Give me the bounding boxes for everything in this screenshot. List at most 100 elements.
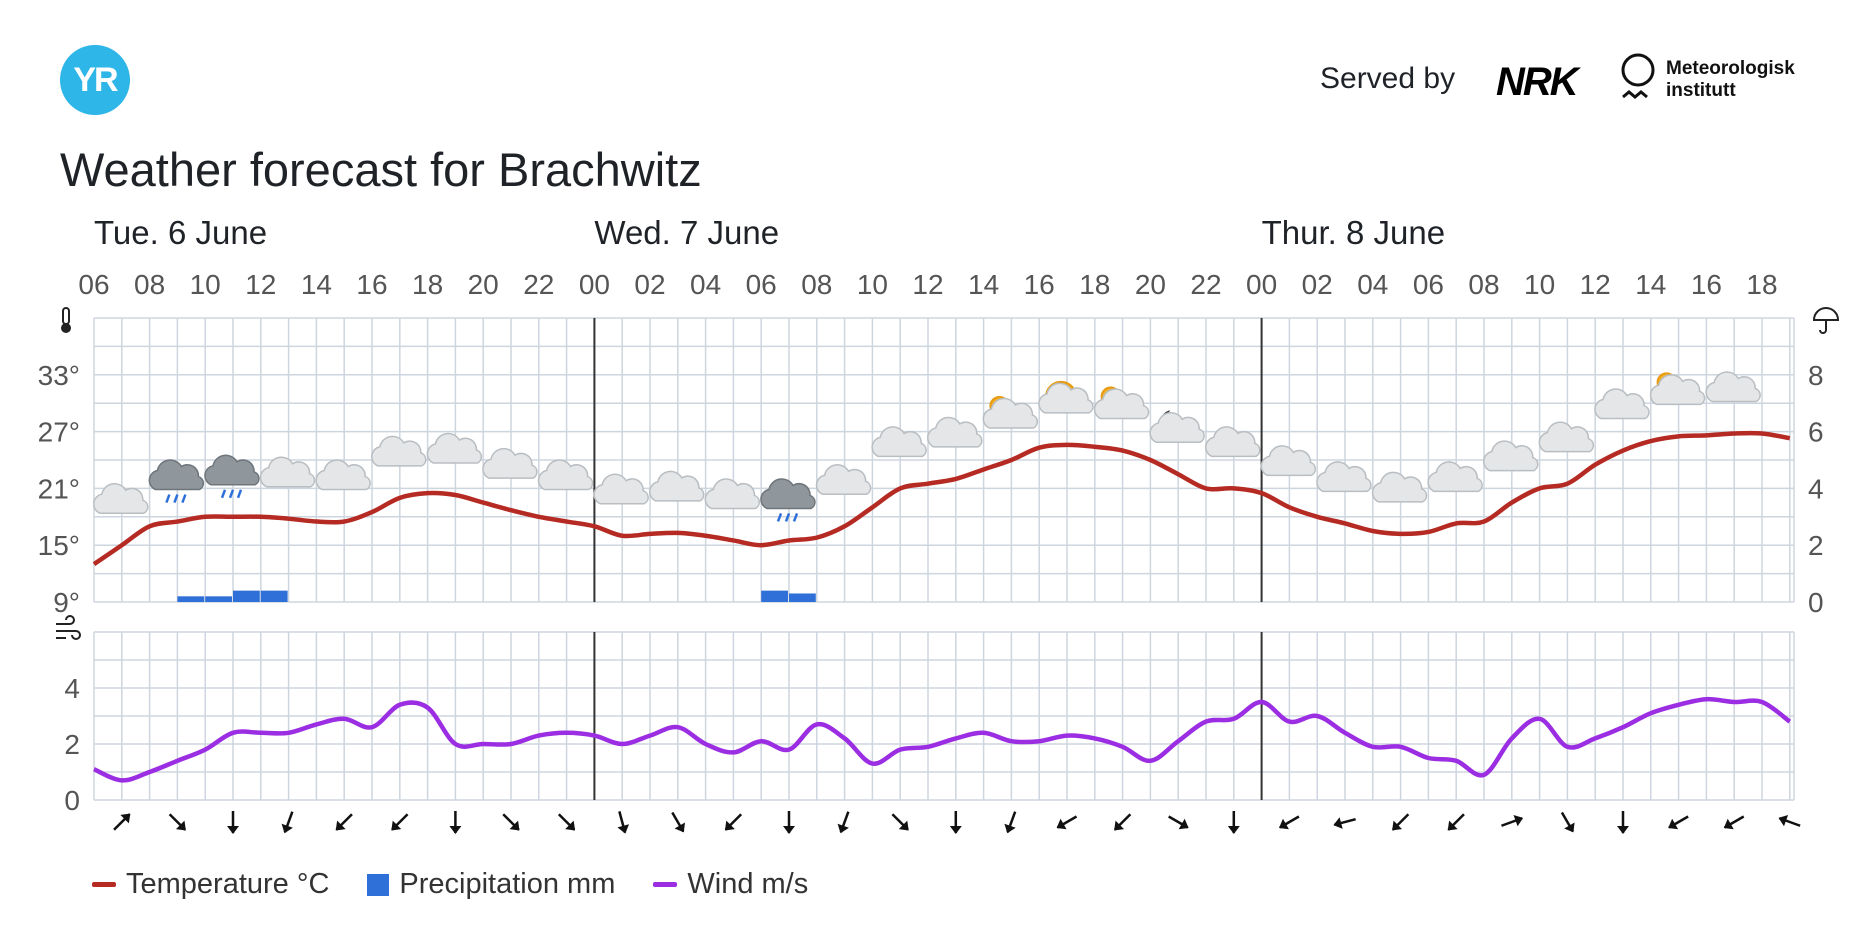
wind-arrow xyxy=(1056,815,1078,830)
rain-icon xyxy=(148,459,205,503)
cloud-icon xyxy=(93,482,149,514)
precipitation-bar xyxy=(177,596,205,602)
raindrop-shape xyxy=(173,494,179,503)
page-title: Weather forecast for Brachwitz xyxy=(60,143,702,196)
hour-label: 20 xyxy=(1135,269,1166,300)
wind-arrow xyxy=(671,811,685,833)
hour-label: 16 xyxy=(356,269,387,300)
wind-arrow xyxy=(1560,811,1575,833)
cloud-icon xyxy=(1594,388,1650,420)
raindrop-shape xyxy=(165,494,171,503)
met-name-line2: institutt xyxy=(1666,80,1736,101)
wind-arrow-head xyxy=(674,822,685,833)
legend-wind-label: Wind m/s xyxy=(687,868,809,900)
cloud-icon xyxy=(1205,426,1261,458)
precipitation-bar xyxy=(205,596,232,602)
wind-arrow xyxy=(1668,815,1689,830)
cloud-icon xyxy=(1483,440,1539,472)
hour-label: 16 xyxy=(1024,269,1055,300)
wind-arrow-head xyxy=(449,826,462,834)
wind-arrow xyxy=(1333,817,1356,829)
temperature-tick-label: 15° xyxy=(38,530,80,561)
sunny-cloud-icon xyxy=(1038,380,1094,414)
header: YR Served by NRK Meteorologisk institutt xyxy=(0,0,1864,120)
wind-grid xyxy=(93,631,1795,801)
met-institute-logo[interactable]: Meteorologisk institutt xyxy=(1666,58,1795,102)
legend-temperature[interactable]: Temperature °C xyxy=(92,868,329,901)
wind-arrow xyxy=(783,811,795,834)
hour-label: 08 xyxy=(801,269,832,300)
wind-arrow xyxy=(335,813,353,831)
wind-arrow xyxy=(1723,815,1745,830)
legend-temperature-label: Temperature °C xyxy=(126,868,330,900)
wind-arrow xyxy=(1168,815,1189,830)
hour-label: 12 xyxy=(912,269,943,300)
cloud-icon xyxy=(704,478,761,510)
wind-arrow xyxy=(449,811,462,834)
met-name-line1: Meteorologisk xyxy=(1666,58,1795,79)
legend-precipitation-swatch xyxy=(367,873,390,896)
wind-arrow xyxy=(724,813,743,831)
cloud-shape xyxy=(371,435,427,467)
precipitation-tick-label: 0 xyxy=(1808,587,1824,618)
cloud-icon xyxy=(315,459,371,491)
wind-arrow-head xyxy=(1004,823,1016,834)
cloud-icon xyxy=(1260,445,1317,477)
cloud-icon xyxy=(537,459,594,491)
cloud-icon xyxy=(371,435,427,467)
wind-arrow-head xyxy=(391,820,402,831)
hour-label: 00 xyxy=(579,269,610,300)
cloud-icon xyxy=(259,456,316,488)
wind-arrow-head xyxy=(1178,818,1189,830)
hour-label: 00 xyxy=(1246,269,1277,300)
cloud-icon xyxy=(593,473,649,505)
cloud-shape xyxy=(1427,461,1483,493)
precipitation-bars xyxy=(177,590,816,602)
temperature-tick-label: 9° xyxy=(53,587,80,618)
wind-series xyxy=(93,696,1792,783)
yr-logo[interactable]: YR xyxy=(60,45,130,115)
hour-label: 14 xyxy=(301,269,332,300)
wind-direction-arrows xyxy=(113,811,1801,834)
wind-arrow-head xyxy=(120,813,131,824)
wind-arrow xyxy=(1778,814,1801,827)
nrk-logo[interactable]: NRK xyxy=(1496,60,1579,104)
hour-label: 10 xyxy=(190,269,221,300)
precipitation-tick-label: 6 xyxy=(1808,417,1824,448)
cloud-shape xyxy=(649,470,705,502)
cloud-icon xyxy=(649,470,705,502)
hour-label: 10 xyxy=(1524,269,1555,300)
hour-label: 16 xyxy=(1691,269,1722,300)
wind-arrow xyxy=(502,813,520,831)
cloud-shape xyxy=(760,478,816,510)
wind-arrow-head xyxy=(509,820,520,831)
legend-precipitation[interactable]: Precipitation mm xyxy=(367,868,615,901)
wind-arrow-head xyxy=(898,820,909,831)
legend: Temperature °C Precipitation mm Wind m/s xyxy=(92,868,846,901)
wind-arrow xyxy=(1279,815,1300,830)
cloud-shape xyxy=(982,397,1039,429)
raindrop-shape xyxy=(220,489,227,499)
cloud-shape xyxy=(315,459,371,491)
wind-arrow-head xyxy=(1668,818,1679,830)
legend-wind[interactable]: Wind m/s xyxy=(653,868,808,901)
temperature-series xyxy=(92,430,1791,566)
hour-label: 14 xyxy=(968,269,999,300)
partly-sunny-icon xyxy=(982,396,1039,429)
hour-labels: 06 08 10 12 14 16 18 20 22 00 02 04 06 08 10 12 14 16 18 20… xyxy=(78,269,1777,300)
wind-arrow-head xyxy=(724,820,735,831)
hour-label: 06 xyxy=(78,269,109,300)
temperature-tick-label: 21° xyxy=(38,473,80,504)
cloud-icon xyxy=(871,426,927,458)
wind-arrow-head xyxy=(617,824,630,834)
cloud-shape xyxy=(148,459,205,491)
cloud-shape xyxy=(1649,374,1706,406)
partly-sunny-icon xyxy=(1093,386,1150,420)
day-label: Thur. 8 June xyxy=(1262,214,1445,251)
hour-label: 06 xyxy=(1413,269,1444,300)
cloud-icon xyxy=(1427,461,1483,493)
wind-arrow xyxy=(557,813,576,831)
wind-arrow-head xyxy=(335,820,346,831)
hour-label: 10 xyxy=(857,269,888,300)
cloud-shape xyxy=(1205,426,1261,458)
